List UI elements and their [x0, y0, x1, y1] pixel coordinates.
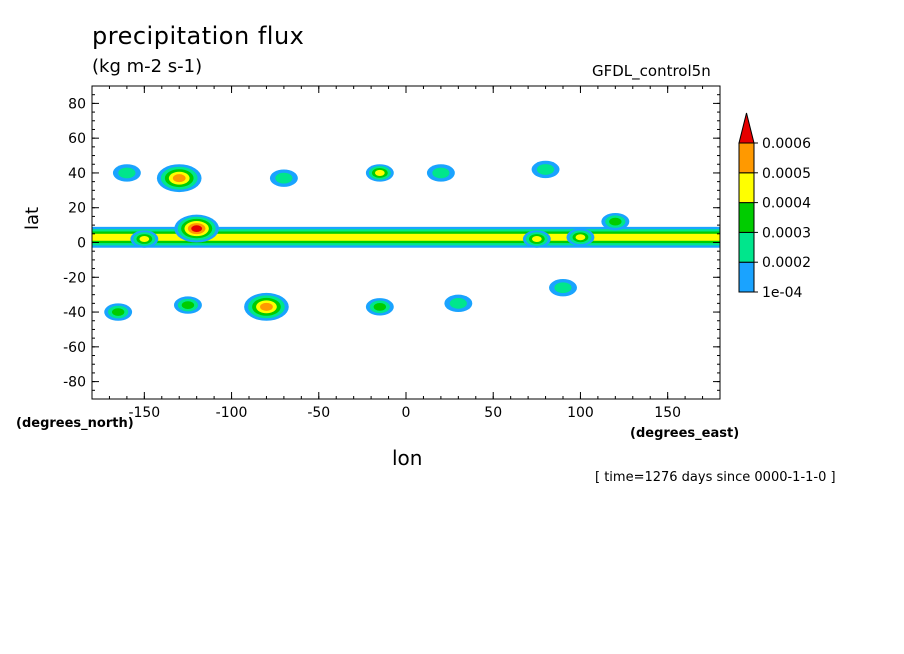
colorbar-label: 0.0005	[762, 166, 811, 182]
colorbar-segment-5	[738, 142, 755, 174]
precip-blob-10-level-5	[260, 302, 273, 311]
precip-blob-16-level-3	[609, 217, 622, 226]
precip-blob-17-level-4	[531, 235, 542, 243]
y-tick-label: 80	[68, 96, 86, 112]
precip-blob-11-level-3	[181, 301, 195, 309]
precip-blob-18-level-4	[575, 234, 586, 241]
precip-blob-14-level-2	[449, 298, 467, 309]
y-tick-label: -20	[63, 270, 86, 286]
x-tick-label: 150	[654, 405, 681, 421]
colorbar-label: 1e-04	[762, 285, 802, 301]
colorbar-segment-2	[738, 231, 755, 263]
colorbar-label: 0.0006	[762, 136, 811, 152]
precip-blob-7-level-2	[432, 167, 450, 179]
chart-title: precipitation flux	[92, 22, 305, 50]
colorbar-overflow-cap	[738, 112, 755, 144]
precip-blob-12-level-3	[111, 308, 125, 316]
y-tick-label: -80	[63, 375, 86, 391]
precip-blob-13-level-3	[373, 302, 387, 311]
colorbar-label: 0.0002	[762, 255, 811, 271]
precip-blob-2-level-6	[191, 225, 203, 232]
x-axis-label: lon	[392, 446, 423, 470]
y-tick-label: 20	[68, 201, 86, 217]
colorbar-label: 0.0004	[762, 196, 811, 212]
x-tick-label: -100	[216, 405, 248, 421]
y-tick-label: 0	[77, 236, 86, 252]
colorbar-segment-3	[738, 202, 755, 233]
x-tick-label: 50	[484, 405, 502, 421]
y-axis-units: (degrees_north)	[16, 416, 134, 431]
x-tick-label: -50	[307, 405, 330, 421]
y-tick-label: -60	[63, 340, 86, 356]
model-label: GFDL_control5n	[592, 62, 711, 80]
x-tick-label: 100	[567, 405, 594, 421]
time-stamp: [ time=1276 days since 0000-1-1-0 ]	[595, 470, 836, 485]
x-axis-units: (degrees_east)	[630, 426, 740, 441]
precip-blob-9-level-2	[275, 172, 293, 184]
y-tick-label: 60	[68, 131, 86, 147]
y-tick-label: -40	[63, 305, 86, 321]
y-tick-label: 40	[68, 166, 86, 182]
colorbar-label: 0.0003	[762, 225, 811, 241]
precip-blob-6-level-4	[374, 169, 385, 176]
precip-blob-5-level-2	[118, 167, 136, 179]
colorbar-segment-4	[738, 172, 755, 204]
precip-blob-8-level-2	[536, 164, 555, 175]
x-tick-label: -150	[128, 405, 160, 421]
precip-blob-4-level-5	[172, 174, 186, 183]
itcz-band-level-4	[92, 233, 720, 241]
chart-units: (kg m-2 s-1)	[92, 56, 203, 77]
precip-blob-15-level-2	[554, 282, 572, 294]
precip-blob-3-level-4	[139, 235, 150, 243]
x-tick-label: 0	[402, 405, 411, 421]
colorbar-segment-1	[738, 261, 755, 293]
